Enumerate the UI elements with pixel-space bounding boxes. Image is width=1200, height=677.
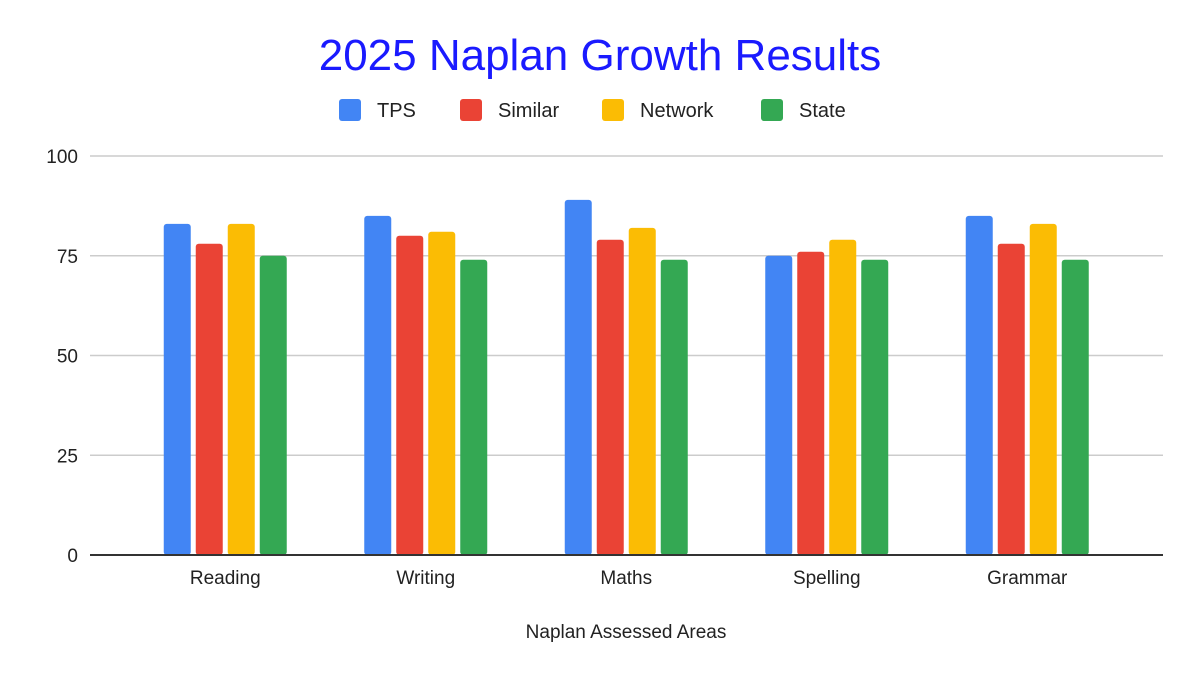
bar-network-writing <box>428 231 456 555</box>
bar-similar-grammar <box>997 243 1025 555</box>
bar-network-reading <box>227 223 255 555</box>
y-tick-label: 25 <box>57 446 78 467</box>
bar-similar-maths <box>596 239 624 556</box>
bar-state-spelling <box>861 259 889 555</box>
bar-state-reading <box>259 255 287 555</box>
bar-similar-spelling <box>797 251 825 555</box>
bar-tps-maths <box>564 199 592 555</box>
x-tick-label: Grammar <box>987 568 1068 589</box>
legend-label-state: State <box>799 100 846 122</box>
bar-state-maths <box>660 259 688 555</box>
y-tick-label: 0 <box>67 546 78 567</box>
bar-tps-writing <box>364 215 392 555</box>
bar-state-grammar <box>1061 259 1089 555</box>
bar-tps-grammar <box>965 215 993 555</box>
legend-label-network: Network <box>640 100 714 122</box>
x-axis-ticks: Reading Writing Maths Spelling Grammar <box>190 568 1068 589</box>
y-tick-label: 75 <box>57 247 78 268</box>
legend-swatch-network <box>602 99 624 121</box>
bar-network-grammar <box>1029 223 1057 555</box>
bar-state-writing <box>460 259 488 555</box>
y-tick-label: 100 <box>46 147 78 168</box>
legend: TPS Similar Network State <box>339 99 846 122</box>
chart-title: 2025 Naplan Growth Results <box>319 31 882 80</box>
bars <box>163 199 1089 556</box>
bar-similar-writing <box>396 235 424 556</box>
legend-swatch-tps <box>339 99 361 121</box>
x-axis-title: Naplan Assessed Areas <box>526 622 727 643</box>
x-tick-label: Maths <box>600 568 652 589</box>
x-tick-label: Reading <box>190 568 261 589</box>
bar-tps-spelling <box>765 255 793 555</box>
bar-similar-reading <box>195 243 223 555</box>
legend-swatch-similar <box>460 99 482 121</box>
legend-label-tps: TPS <box>377 100 416 122</box>
x-tick-label: Writing <box>396 568 455 589</box>
legend-swatch-state <box>761 99 783 121</box>
bar-network-maths <box>628 227 656 555</box>
x-tick-label: Spelling <box>793 568 861 589</box>
legend-label-similar: Similar <box>498 100 559 122</box>
bar-tps-reading <box>163 223 191 555</box>
y-tick-label: 50 <box>57 347 78 368</box>
y-axis-ticks: 0 25 50 75 100 <box>46 147 78 567</box>
bar-network-spelling <box>829 239 857 556</box>
